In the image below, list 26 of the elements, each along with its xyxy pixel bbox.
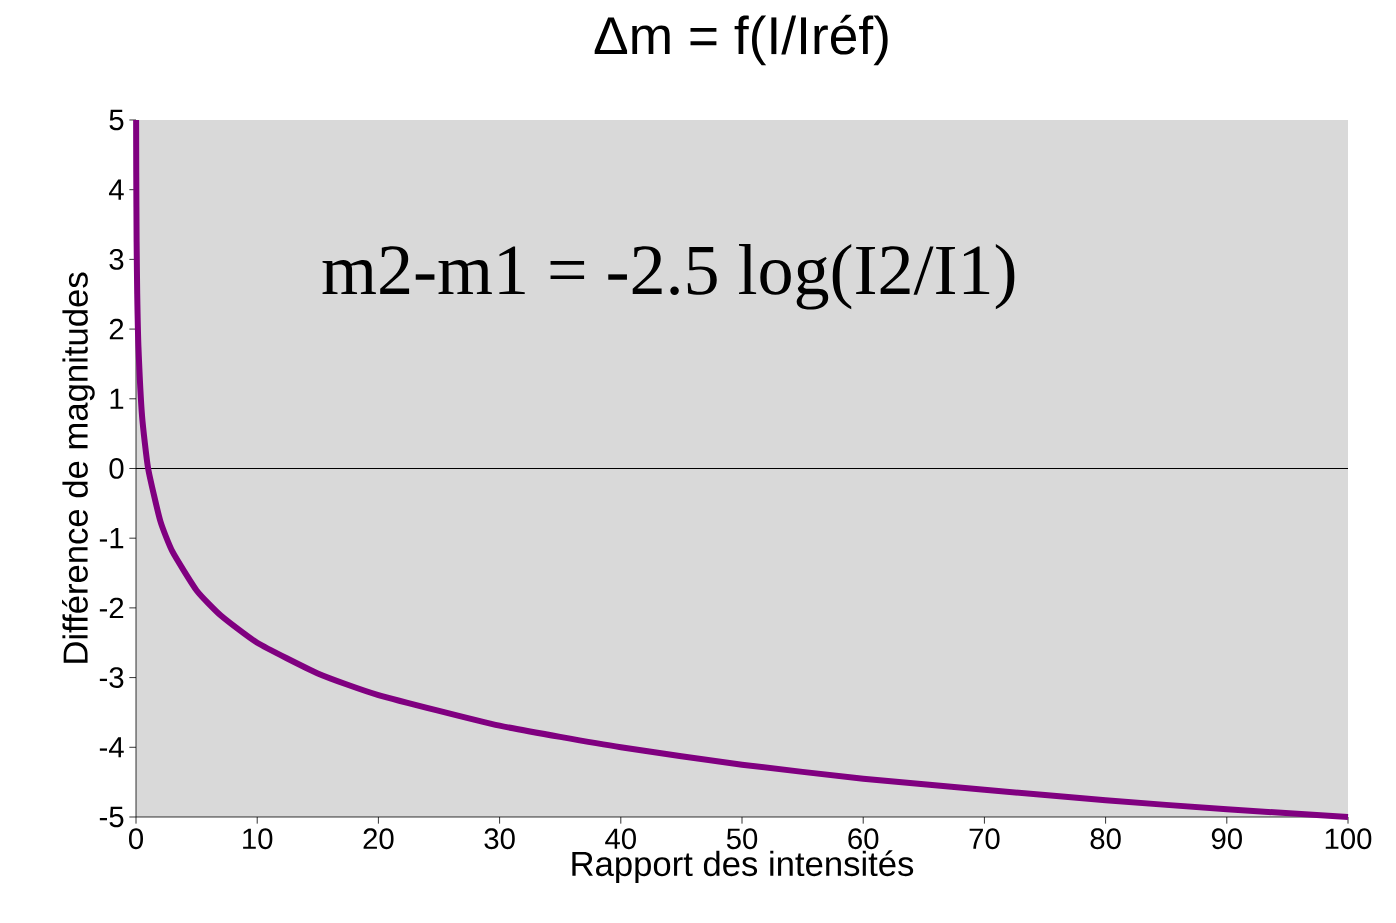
x-tick-label: 60 — [848, 828, 879, 850]
x-tick-label: 70 — [969, 828, 1000, 850]
y-tick-label: 4 — [108, 179, 124, 200]
y-tick-label: 2 — [109, 318, 124, 340]
y-tick-label: 0 — [109, 458, 124, 479]
x-tick-label: 30 — [484, 828, 515, 850]
chart-title: Δm = f(I/Iréf) — [594, 14, 888, 66]
y-tick-label: -1 — [99, 528, 124, 549]
x-tick-label: 90 — [1211, 828, 1242, 850]
x-axis-title: Rapport des intensités — [572, 850, 914, 883]
y-tick-label: 5 — [109, 109, 124, 131]
y-tick-label: -4 — [99, 737, 124, 758]
y-tick-label: -5 — [99, 806, 124, 828]
x-tick-label: 40 — [605, 828, 636, 850]
x-tick-label: 80 — [1090, 828, 1121, 850]
x-tick-label: 20 — [363, 828, 394, 850]
y-tick-label: 3 — [109, 248, 124, 270]
y-axis-title: Différence de magnitudes — [62, 272, 95, 663]
x-tick-label: 10 — [243, 828, 273, 850]
x-tick-label: 50 — [726, 828, 758, 850]
y-tick-label: 1 — [110, 388, 124, 409]
y-tick-label: -3 — [99, 667, 124, 688]
x-tick-label: 0 — [129, 828, 144, 850]
x-tick-label: 100 — [1325, 828, 1372, 850]
annotation: m2-m1 = -2.5 log(I2/I1) — [322, 244, 1015, 310]
y-tick-label: -2 — [99, 597, 124, 619]
